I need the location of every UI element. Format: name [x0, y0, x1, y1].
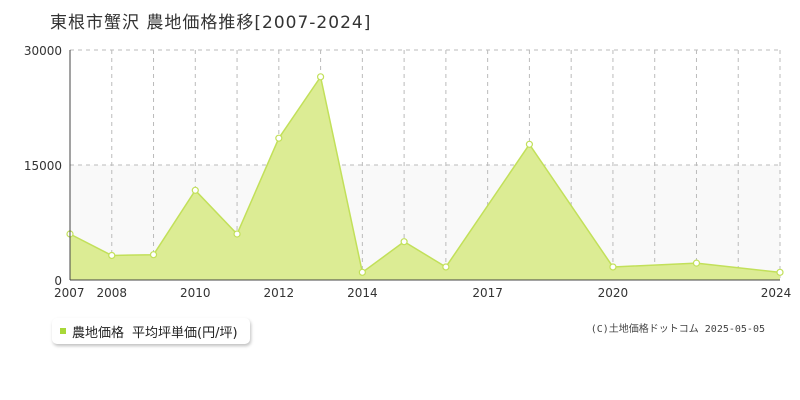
- x-tick-label: 2007: [54, 286, 85, 300]
- x-tick-label: 2024: [761, 286, 792, 300]
- y-tick-label: 0: [54, 274, 62, 288]
- data-point: [609, 263, 617, 271]
- data-point: [525, 140, 534, 148]
- x-tick-label: 2020: [598, 286, 629, 300]
- data-point: [776, 268, 784, 276]
- x-tick-label: 2012: [264, 286, 295, 300]
- copyright-credit: (C)土地価格ドットコム 2025-05-05: [590, 324, 765, 335]
- data-point: [191, 186, 199, 194]
- data-point: [108, 251, 116, 260]
- data-point: [275, 134, 283, 142]
- data-point: [233, 230, 241, 238]
- legend-swatch: [60, 328, 66, 334]
- x-tick-label: 2014: [347, 286, 378, 300]
- data-point: [442, 263, 450, 271]
- data-point: [149, 251, 158, 259]
- data-point: [358, 268, 366, 276]
- y-tick-label: 15000: [24, 159, 62, 173]
- y-tick-label: 30000: [24, 44, 62, 58]
- x-tick-label: 2008: [96, 286, 127, 300]
- x-tick-label: 2017: [472, 286, 503, 300]
- chart-title: 東根市蟹沢 農地価格推移[2007-2024]: [50, 13, 372, 33]
- series-line: [69, 74, 781, 274]
- data-point: [692, 259, 701, 267]
- series-area: [70, 76, 780, 280]
- legend-unit-label: 平均坪単価(円/坪): [132, 325, 238, 341]
- x-tick-label: 2010: [180, 286, 211, 300]
- legend: 農地価格 平均坪単価(円/坪): [52, 318, 250, 344]
- data-point: [400, 238, 408, 246]
- data-point: [316, 73, 325, 81]
- legend-series-label: 農地価格: [72, 325, 125, 341]
